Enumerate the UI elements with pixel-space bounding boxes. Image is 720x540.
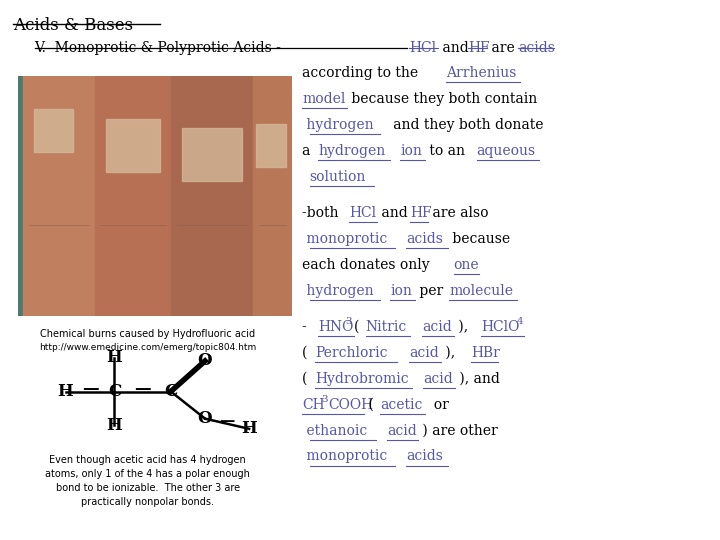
Text: acid: acid: [387, 423, 417, 437]
Text: HBr: HBr: [471, 346, 500, 360]
Bar: [35, 109, 73, 152]
Text: HF: HF: [410, 206, 432, 220]
Bar: [253, 76, 292, 316]
Text: because: because: [448, 232, 510, 246]
Text: bond to be ionizable.  The other 3 are: bond to be ionizable. The other 3 are: [55, 483, 240, 493]
Text: a: a: [302, 144, 315, 158]
Text: H: H: [241, 420, 257, 437]
Text: (: (: [364, 397, 379, 411]
Text: 3: 3: [346, 317, 352, 326]
Text: solution: solution: [310, 170, 366, 184]
Text: (: (: [302, 346, 312, 360]
Text: monoprotic: monoprotic: [302, 232, 387, 246]
Text: acids: acids: [406, 449, 443, 463]
Bar: [24, 76, 94, 316]
Text: acids: acids: [406, 232, 443, 246]
Text: Arrhenius: Arrhenius: [446, 66, 517, 80]
Text: to an: to an: [425, 144, 469, 158]
Text: -both: -both: [302, 206, 343, 220]
Text: ),: ),: [454, 320, 477, 334]
Text: ion: ion: [400, 144, 422, 158]
Text: because they both contain: because they both contain: [347, 92, 537, 106]
Text: ), and: ), and: [455, 372, 500, 386]
Bar: [182, 129, 243, 181]
Text: practically nonpolar bonds.: practically nonpolar bonds.: [81, 497, 214, 507]
Text: C: C: [164, 383, 177, 400]
Text: (: (: [302, 372, 312, 386]
Text: HNO: HNO: [318, 320, 354, 334]
Text: ),: ),: [441, 346, 464, 360]
Bar: [106, 119, 161, 172]
Text: http://www.emedicine.com/emerg/topic804.htm: http://www.emedicine.com/emerg/topic804.…: [39, 343, 256, 352]
Text: and they both donate: and they both donate: [380, 118, 544, 132]
Text: acid: acid: [422, 320, 451, 334]
Text: hydrogen: hydrogen: [318, 144, 385, 158]
Text: ) are other: ) are other: [418, 423, 498, 437]
Text: molecule: molecule: [449, 284, 513, 298]
Text: and: and: [438, 41, 473, 55]
Text: acid: acid: [409, 346, 438, 360]
Text: ion: ion: [390, 284, 412, 298]
Text: H: H: [58, 383, 73, 400]
Text: are: are: [487, 41, 523, 55]
Text: (: (: [354, 320, 364, 334]
Text: —: —: [81, 381, 99, 399]
Bar: [171, 76, 253, 316]
Text: monoprotic: monoprotic: [302, 449, 387, 463]
Text: O: O: [198, 410, 212, 427]
Text: Acids & Bases: Acids & Bases: [13, 17, 133, 34]
Text: HF: HF: [468, 41, 490, 55]
Text: COOH: COOH: [328, 397, 374, 411]
Text: H: H: [107, 349, 122, 366]
Text: per: per: [415, 284, 451, 298]
Text: are also: are also: [428, 206, 489, 220]
Text: CH: CH: [302, 397, 325, 411]
Text: HCl: HCl: [409, 41, 436, 55]
Text: O: O: [198, 353, 212, 369]
Text: —: —: [220, 414, 235, 428]
Text: Chemical burns caused by Hydrofluoric acid: Chemical burns caused by Hydrofluoric ac…: [40, 329, 255, 340]
Text: ethanoic: ethanoic: [302, 423, 368, 437]
Text: HCl: HCl: [349, 206, 377, 220]
Text: hydrogen: hydrogen: [302, 118, 374, 132]
Text: C: C: [108, 383, 121, 400]
Text: or: or: [425, 397, 449, 411]
Text: and: and: [377, 206, 412, 220]
Text: H: H: [107, 417, 122, 434]
Text: Nitric: Nitric: [366, 320, 407, 334]
Text: 4: 4: [517, 317, 523, 326]
Text: Even though acetic acid has 4 hydrogen: Even though acetic acid has 4 hydrogen: [49, 455, 246, 465]
Text: Hydrobromic: Hydrobromic: [315, 372, 409, 386]
Bar: [94, 76, 171, 316]
Text: according to the: according to the: [302, 66, 427, 80]
Text: acids: acids: [518, 41, 555, 55]
Text: acid: acid: [423, 372, 453, 386]
Text: hydrogen: hydrogen: [302, 284, 374, 298]
Text: V.  Monoprotic & Polyprotic Acids -: V. Monoprotic & Polyprotic Acids -: [35, 41, 282, 55]
Text: aqueous: aqueous: [477, 144, 536, 158]
Text: 3: 3: [321, 395, 328, 404]
Bar: [256, 124, 286, 167]
Text: each donates only: each donates only: [302, 258, 438, 272]
Text: one: one: [454, 258, 480, 272]
Text: acetic: acetic: [380, 397, 423, 411]
Text: —: —: [135, 381, 151, 399]
Text: HClO: HClO: [481, 320, 519, 334]
Text: -: -: [302, 320, 312, 334]
Text: model: model: [302, 92, 346, 106]
Text: Perchloric: Perchloric: [315, 346, 388, 360]
Text: atoms, only 1 of the 4 has a polar enough: atoms, only 1 of the 4 has a polar enoug…: [45, 469, 250, 479]
